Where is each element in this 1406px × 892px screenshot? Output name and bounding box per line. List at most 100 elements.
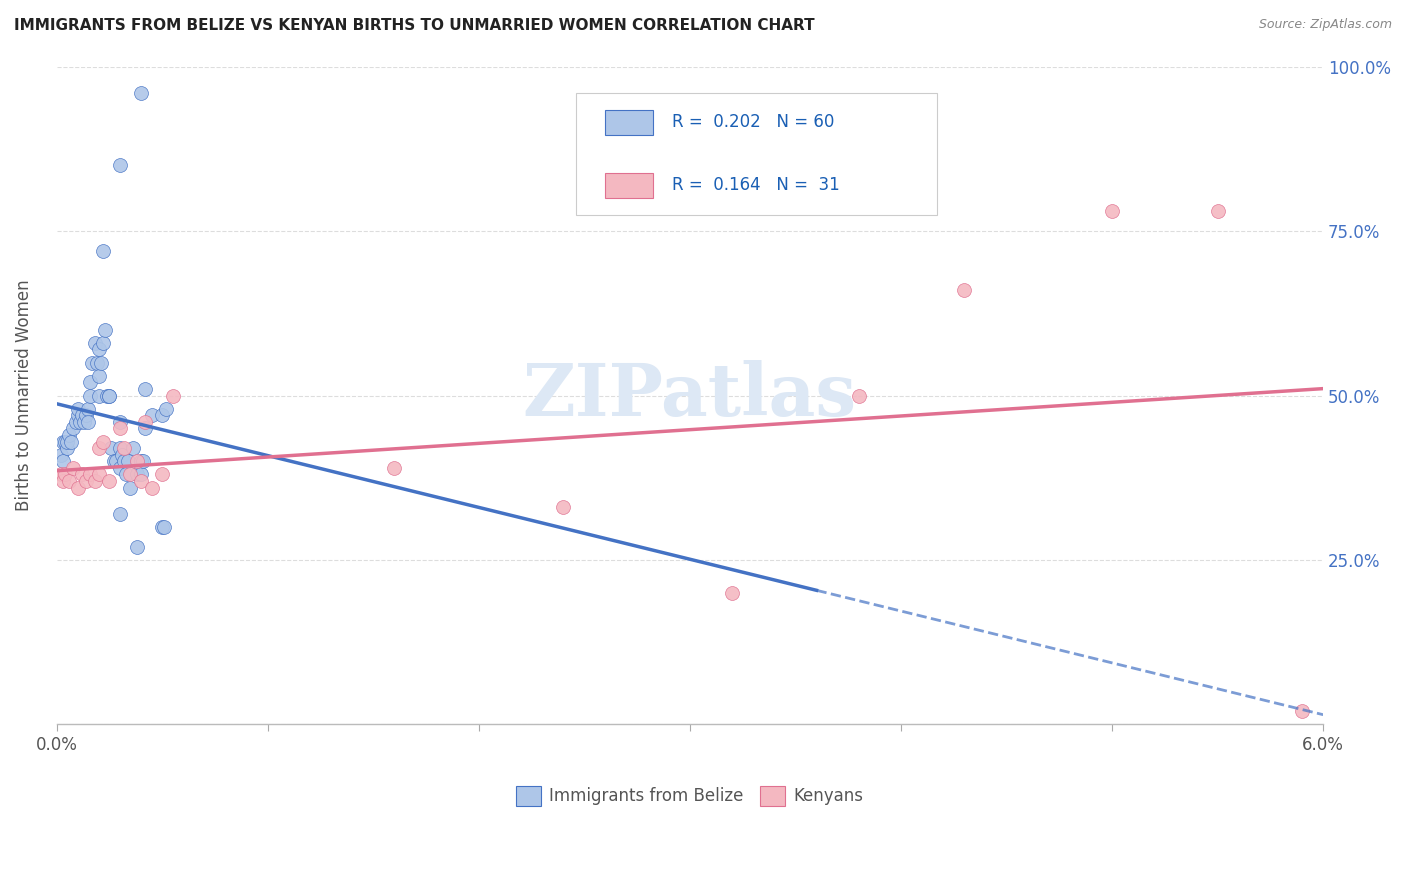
Point [108, 461, 131, 475]
Point [953, 283, 976, 297]
Point [82, 356, 104, 370]
Point [141, 409, 163, 423]
Text: R =  0.164   N =  31: R = 0.164 N = 31 [672, 177, 839, 194]
Point [90, 356, 112, 370]
Point [108, 158, 131, 172]
Point [75, 409, 97, 423]
Point [86, 356, 108, 370]
Point [150, 520, 173, 534]
Point [62, 421, 84, 435]
Legend: Immigrants from Belize, Kenyans: Immigrants from Belize, Kenyans [509, 779, 870, 813]
Point [53, 434, 76, 449]
Point [79, 376, 101, 390]
Point [112, 454, 135, 468]
Point [98, 388, 121, 402]
Point [83, 474, 105, 488]
Point [75, 474, 97, 488]
Point [1206, 204, 1229, 219]
Point [108, 421, 131, 435]
Point [129, 474, 152, 488]
Point [87, 343, 110, 357]
Point [94, 323, 117, 337]
FancyBboxPatch shape [576, 93, 936, 215]
Point [70, 409, 93, 423]
Point [150, 467, 173, 482]
Text: Source: ZipAtlas.com: Source: ZipAtlas.com [1258, 18, 1392, 31]
Point [108, 507, 131, 521]
Point [129, 467, 152, 482]
Point [96, 388, 118, 402]
Point [134, 421, 156, 435]
Point [58, 428, 80, 442]
Point [87, 467, 110, 482]
Point [69, 415, 91, 429]
Point [125, 467, 148, 482]
Text: R =  0.202   N = 60: R = 0.202 N = 60 [672, 113, 835, 131]
Point [382, 461, 405, 475]
Point [129, 454, 152, 468]
Point [49, 448, 72, 462]
Point [125, 540, 148, 554]
Point [112, 441, 135, 455]
Point [721, 586, 744, 600]
Point [132, 454, 155, 468]
Point [56, 441, 79, 455]
Point [134, 382, 156, 396]
Point [108, 441, 131, 455]
Point [120, 481, 142, 495]
Point [66, 401, 89, 416]
Point [70, 467, 93, 482]
Point [49, 467, 72, 482]
Point [56, 434, 79, 449]
Point [129, 86, 152, 100]
Point [87, 388, 110, 402]
Point [98, 474, 121, 488]
Point [66, 409, 89, 423]
FancyBboxPatch shape [605, 110, 654, 135]
Point [1101, 204, 1123, 219]
Point [108, 415, 131, 429]
Point [52, 434, 75, 449]
Point [62, 461, 84, 475]
Point [848, 388, 870, 402]
Point [153, 520, 176, 534]
Point [83, 335, 105, 350]
Point [162, 388, 184, 402]
Y-axis label: Births to Unmarried Women: Births to Unmarried Women [15, 280, 32, 511]
Point [150, 409, 173, 423]
Point [77, 401, 100, 416]
Point [103, 454, 125, 468]
Point [91, 335, 114, 350]
Point [79, 467, 101, 482]
Point [553, 500, 575, 515]
Point [65, 415, 87, 429]
FancyBboxPatch shape [605, 173, 654, 198]
Point [98, 388, 121, 402]
Point [1291, 704, 1313, 718]
Point [91, 434, 114, 449]
Point [73, 415, 96, 429]
Point [100, 441, 122, 455]
Point [53, 467, 76, 482]
Point [111, 448, 134, 462]
Point [58, 474, 80, 488]
Point [52, 454, 75, 468]
Point [134, 415, 156, 429]
Point [117, 454, 139, 468]
Point [125, 454, 148, 468]
Point [115, 467, 138, 482]
Point [104, 454, 127, 468]
Point [91, 244, 114, 258]
Text: IMMIGRANTS FROM BELIZE VS KENYAN BIRTHS TO UNMARRIED WOMEN CORRELATION CHART: IMMIGRANTS FROM BELIZE VS KENYAN BIRTHS … [14, 18, 814, 33]
Point [120, 467, 142, 482]
Point [52, 474, 75, 488]
Point [87, 441, 110, 455]
Point [155, 401, 177, 416]
Text: ZIPatlas: ZIPatlas [523, 360, 856, 431]
Point [79, 388, 101, 402]
Point [87, 368, 110, 383]
Point [141, 481, 163, 495]
Point [60, 434, 83, 449]
Point [66, 481, 89, 495]
Point [77, 415, 100, 429]
